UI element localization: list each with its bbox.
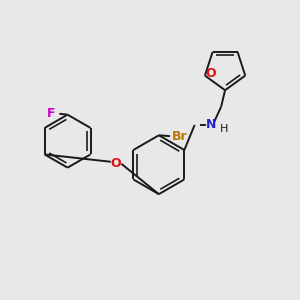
Text: N: N bbox=[206, 118, 216, 131]
Text: H: H bbox=[220, 124, 228, 134]
Text: Br: Br bbox=[172, 130, 187, 143]
Text: O: O bbox=[111, 157, 122, 170]
Text: F: F bbox=[47, 107, 56, 120]
Text: O: O bbox=[206, 67, 216, 80]
